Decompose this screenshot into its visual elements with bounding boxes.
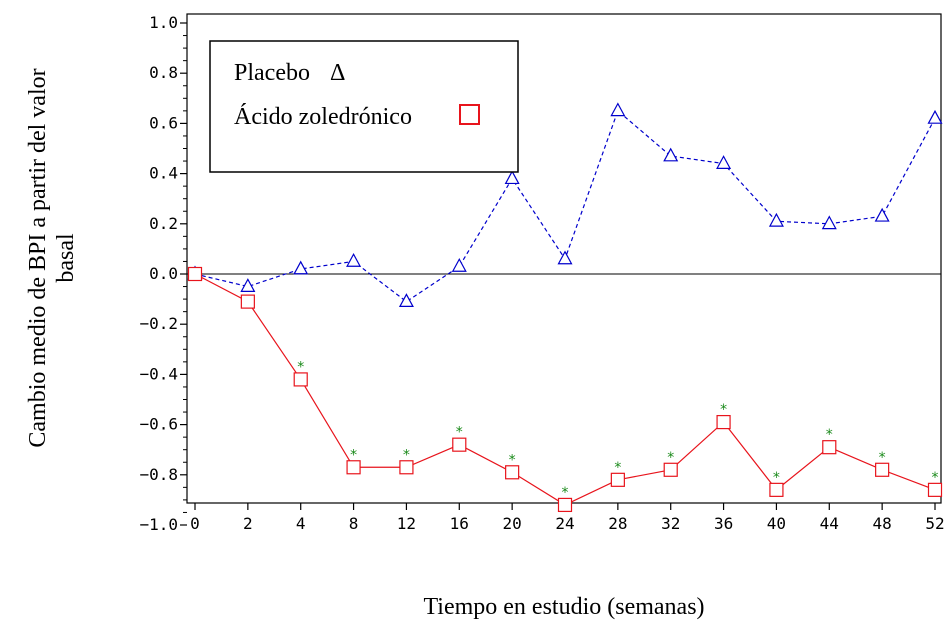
data-point-triangle xyxy=(398,293,414,308)
significance-star: * xyxy=(826,427,833,443)
series-zoledronic: * * * * * * * * * * * * * xyxy=(187,266,943,513)
significance-star: * xyxy=(562,485,569,501)
data-point-triangle xyxy=(346,252,362,267)
legend-symbol-placebo: Δ xyxy=(330,60,345,86)
data-point-square xyxy=(927,482,943,497)
data-point-triangle xyxy=(716,155,732,169)
x-tick-label: 20 xyxy=(503,514,522,533)
y-tick-label: 0.0 xyxy=(149,264,178,283)
significance-star: * xyxy=(932,470,939,486)
y-axis-title: Cambio medio de BPI a partir del valor b… xyxy=(25,68,79,447)
significance-star: * xyxy=(614,460,621,476)
data-point-triangle xyxy=(663,147,679,162)
y-tick-label: 0.6 xyxy=(149,113,178,132)
x-tick-label: 40 xyxy=(767,514,786,533)
x-axis: 0 2 4 8 12 16 20 24 28 32 36 40 44 48 52 xyxy=(190,503,945,533)
data-point-triangle xyxy=(874,207,890,222)
significance-star: * xyxy=(403,447,410,463)
significance-star: * xyxy=(720,402,727,418)
x-tick-label: 28 xyxy=(608,514,627,533)
y-tick-label: 0.8 xyxy=(149,63,178,82)
legend-label-placebo: Placebo xyxy=(234,60,310,86)
x-tick-label: 52 xyxy=(925,514,944,533)
data-point-square xyxy=(346,460,361,475)
data-point-triangle xyxy=(927,109,943,124)
data-point-triangle xyxy=(504,170,520,185)
x-tick-label: 36 xyxy=(714,514,733,533)
legend: Placebo Δ Ácido zoledrónico xyxy=(209,40,519,173)
data-point-triangle xyxy=(557,250,573,265)
y-tick-label: −1.0 xyxy=(139,515,178,534)
data-point-square xyxy=(399,460,414,475)
legend-symbol-zoledronic xyxy=(459,104,480,125)
data-point-triangle xyxy=(293,260,309,275)
x-tick-label: 48 xyxy=(873,514,892,533)
significance-star: * xyxy=(350,447,357,463)
legend-label-zoledronic: Ácido zoledrónico xyxy=(234,104,412,130)
significance-star: * xyxy=(456,425,463,441)
y-tick-label: −0.2 xyxy=(139,314,178,333)
y-axis-title-line-1: Cambio medio de BPI a partir del valor xyxy=(25,68,51,447)
significance-star: * xyxy=(773,470,780,486)
x-tick-label: 2 xyxy=(243,514,253,533)
data-point-triangle xyxy=(768,212,784,227)
significance-star: * xyxy=(879,450,886,466)
data-point-triangle xyxy=(240,278,256,292)
y-tick-label: 0.2 xyxy=(149,214,178,233)
y-tick-label: −0.6 xyxy=(139,415,178,434)
y-tick-label: 0.4 xyxy=(149,164,178,183)
data-point-square xyxy=(610,472,625,487)
x-tick-label: 32 xyxy=(661,514,680,533)
data-point-square xyxy=(240,294,255,309)
data-point-square xyxy=(769,482,784,497)
data-point-triangle xyxy=(821,215,837,230)
data-point-triangle xyxy=(610,102,626,117)
y-tick-label: 1.0 xyxy=(149,13,178,32)
data-point-square xyxy=(452,437,467,452)
data-point-triangle xyxy=(451,258,467,272)
y-tick-label: −0.8 xyxy=(139,465,178,484)
significance-star: * xyxy=(297,359,304,375)
x-axis-title: Tiempo en estudio (semanas) xyxy=(423,594,704,620)
y-axis-title-line-2: basal xyxy=(53,233,79,283)
x-tick-label: 12 xyxy=(397,514,416,533)
data-point-square xyxy=(716,414,731,430)
x-tick-label: 16 xyxy=(450,514,469,533)
y-axis: −1.0 −0.8 −0.6 −0.4 −0.2 0.0 0.2 0.4 0.6 0.8 1.0 xyxy=(139,13,187,534)
series-placebo xyxy=(187,102,943,308)
data-point-square xyxy=(663,462,678,477)
x-tick-label: 4 xyxy=(296,514,306,533)
x-tick-label: 0 xyxy=(190,514,200,533)
data-point-square xyxy=(505,465,520,480)
x-tick-label: 44 xyxy=(820,514,839,533)
data-point-square xyxy=(187,266,203,282)
series-layer: * * * * * * * * * * * * * xyxy=(187,102,943,513)
significance-star: * xyxy=(509,452,516,468)
significance-star: * xyxy=(667,450,674,466)
x-tick-label: 8 xyxy=(349,514,359,533)
data-point-square xyxy=(875,462,890,477)
data-point-square xyxy=(557,497,573,513)
data-point-square xyxy=(293,372,308,387)
legend-box xyxy=(209,40,519,173)
series-line xyxy=(194,273,936,506)
x-tick-label: 24 xyxy=(555,514,574,533)
data-point-square xyxy=(822,440,837,455)
y-tick-label: −0.4 xyxy=(139,364,178,383)
